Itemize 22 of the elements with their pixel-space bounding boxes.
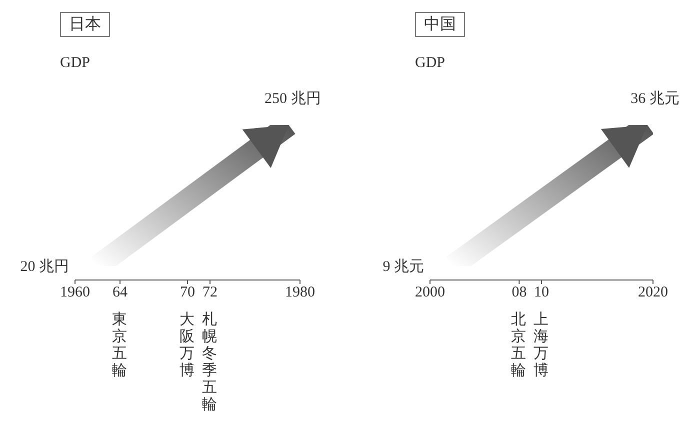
x-tick-label: 10: [534, 284, 549, 301]
chart-title: 日本: [60, 12, 110, 37]
data-label: 9 兆元: [382, 258, 424, 275]
x-tick-label: 72: [202, 284, 218, 301]
text: 上海万博: [534, 312, 550, 380]
text: 大阪万博: [180, 312, 196, 380]
x-tick-label: 1960: [60, 284, 90, 301]
x-tick-label: 2000: [415, 284, 445, 301]
data-label: 36 兆元: [630, 90, 680, 107]
text: 北京五輪: [511, 312, 528, 380]
x-tick-label: 08: [512, 284, 527, 301]
data-label: 250 兆円: [264, 90, 321, 107]
y-axis-title: GDP: [415, 55, 446, 72]
text: 札幌冬季五輪: [202, 312, 218, 414]
x-tick-label: 70: [180, 284, 195, 301]
x-tick-label: 1980: [285, 284, 315, 301]
data-label: 20 兆円: [20, 258, 69, 275]
chart-title: 中国: [415, 12, 465, 37]
x-tick-label: 2020: [638, 284, 668, 301]
x-tick-label: 64: [112, 284, 128, 301]
y-axis-title: GDP: [60, 55, 90, 72]
text: 東京五輪: [112, 312, 128, 380]
